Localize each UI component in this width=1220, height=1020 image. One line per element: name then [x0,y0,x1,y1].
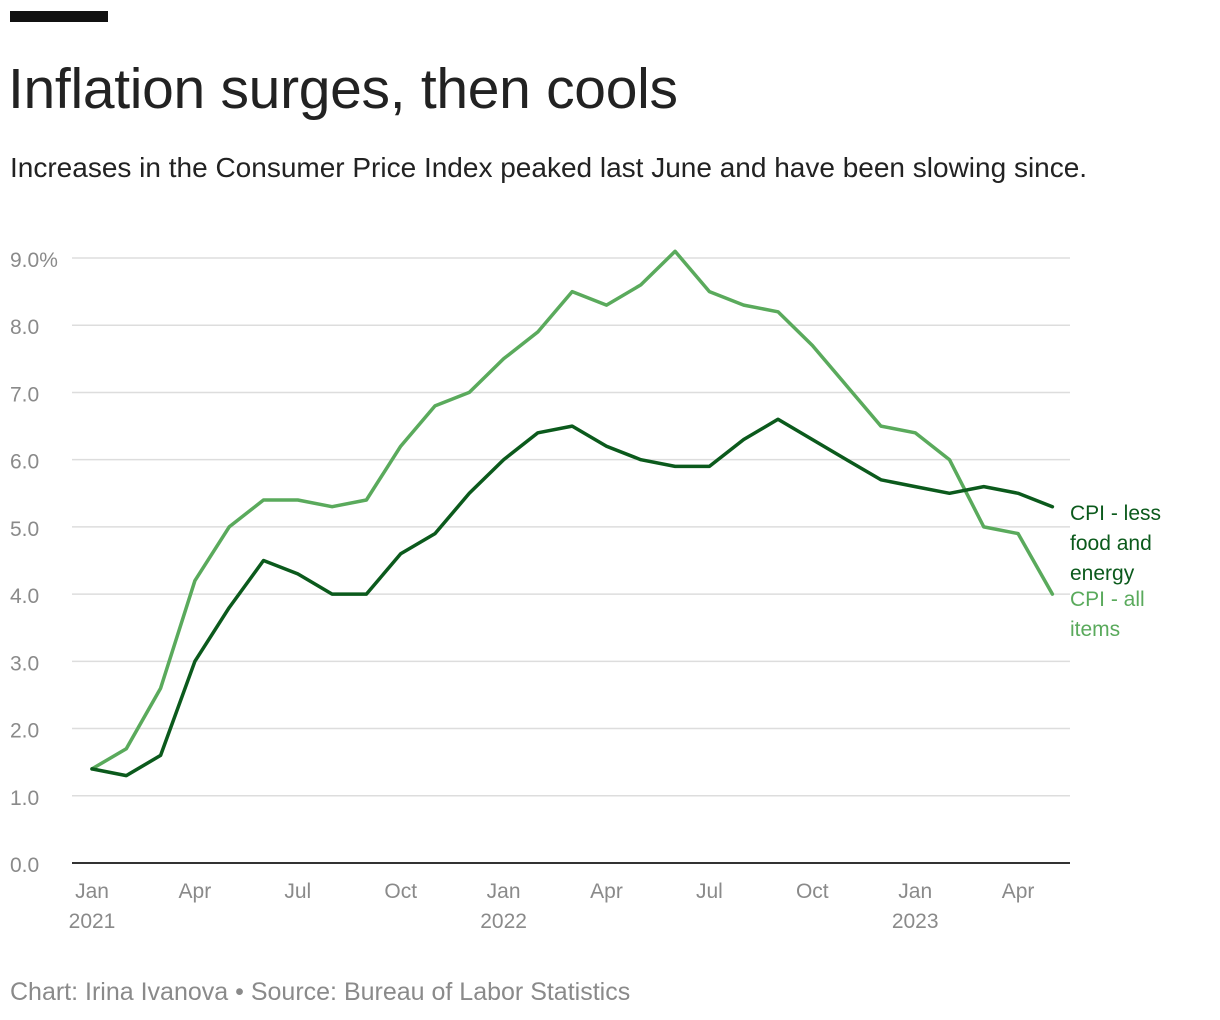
y-tick-label: 6.0 [10,451,39,474]
x-tick-label: Jan [487,880,521,903]
series-line-cpi-less-food-and-energy [90,417,1055,778]
y-tick-label: 8.0 [10,316,39,339]
brand-bar [10,11,108,22]
gridlines [72,257,1070,797]
x-tick-year: 2021 [69,910,116,933]
series-line-cpi-all-items [90,249,1055,771]
x-tick-year: 2022 [480,910,527,933]
source-note: Source: Bureau of Labor Statistics [250,978,631,1006]
series-labels: CPI - all items CPI - less food and energy [1070,502,1161,641]
y-axis-ticks: 0.0 1.0 2.0 3.0 4.0 5.0 6.0 7.0 8.0 9.0% [10,249,58,877]
y-tick-label: 7.0 [10,383,39,406]
chart-footer: Chart: Irina Ivanova • Source: Bureau of… [10,978,630,1007]
chart-subtitle: Increases in the Consumer Price Index pe… [10,152,1088,183]
x-tick-label: Jul [696,880,723,903]
x-tick-label: Jan [75,880,109,903]
y-tick-label: 9.0% [10,249,58,272]
y-tick-label: 3.0 [10,652,39,675]
chart-credit: Chart: Irina Ivanova [10,978,229,1006]
y-tick-label: 5.0 [10,518,39,541]
footer-separator: • [235,978,244,1006]
series-label-cpi-less-food-and-energy: food and [1070,532,1152,555]
x-tick-label: Oct [796,880,829,903]
y-tick-label: 1.0 [10,787,39,810]
x-tick-label: Apr [1002,880,1035,903]
x-tick-label: Oct [384,880,417,903]
y-tick-label: 2.0 [10,720,39,743]
y-tick-label: 0.0 [10,854,39,877]
series-label-cpi-all-items: CPI - all [1070,588,1145,611]
series-label-cpi-less-food-and-energy: CPI - less [1070,502,1161,525]
x-axis-ticks: Jan 2021 Apr Jul Oct Jan 2022 Apr Jul Oct Jan 2023 A… [69,880,1035,933]
series-label-cpi-less-food-and-energy: energy [1070,562,1135,585]
series-label-cpi-all-items: items [1070,618,1120,641]
series-lines [90,249,1055,778]
x-tick-label: Apr [590,880,623,903]
chart-title: Inflation surges, then cools [8,57,678,121]
x-tick-label: Apr [179,880,212,903]
x-tick-year: 2023 [892,910,939,933]
x-tick-label: Jan [898,880,932,903]
y-tick-label: 4.0 [10,585,39,608]
x-tick-label: Jul [284,880,311,903]
